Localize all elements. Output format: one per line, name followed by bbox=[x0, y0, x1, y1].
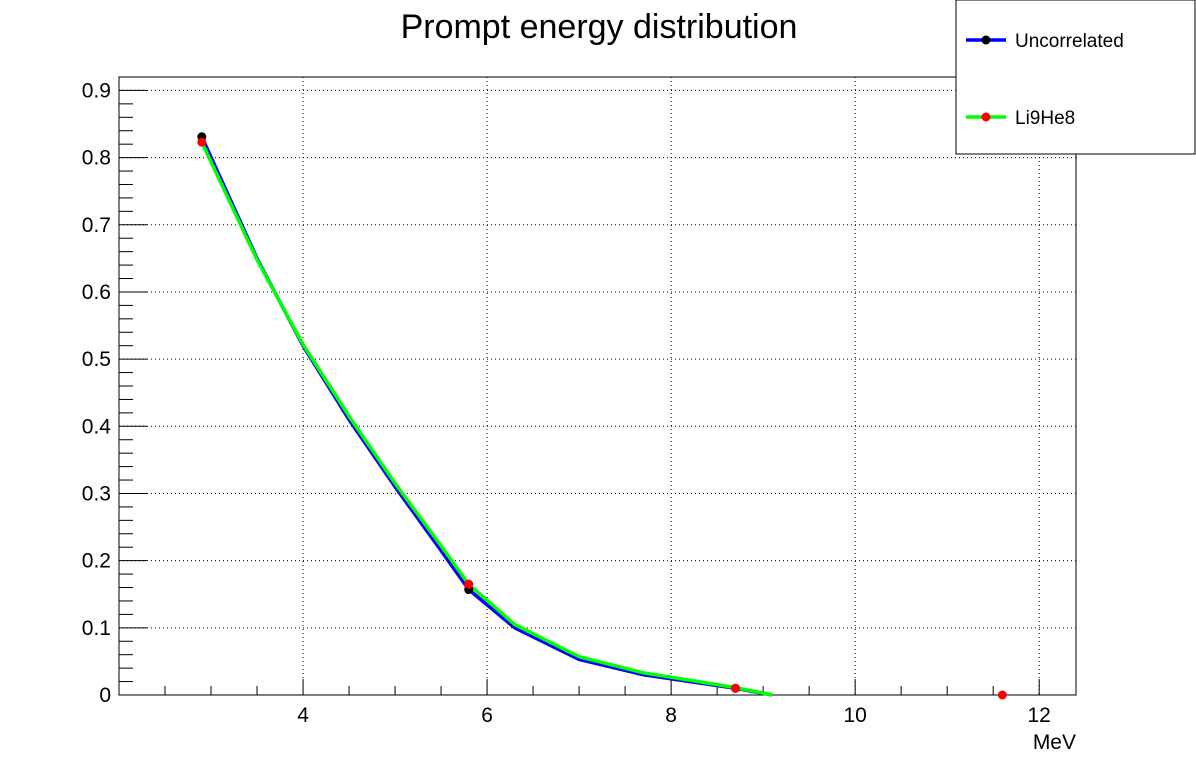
x-tick-label: 10 bbox=[843, 704, 866, 727]
legend-box bbox=[955, 0, 1196, 155]
y-tick-label: 0.4 bbox=[82, 415, 112, 438]
x-tick-label: 8 bbox=[665, 704, 677, 727]
series-layer bbox=[197, 132, 1007, 700]
legend-marker-li9he8 bbox=[981, 112, 991, 122]
x-tick-label: 6 bbox=[481, 704, 493, 727]
grid-layer bbox=[119, 77, 1076, 695]
data-point-li9he8 bbox=[997, 690, 1007, 700]
series-line-uncorrelated bbox=[200, 136, 773, 697]
data-point-li9he8 bbox=[731, 683, 741, 693]
y-tick-label: 0.5 bbox=[82, 348, 111, 371]
data-point-li9he8 bbox=[464, 579, 474, 589]
y-tick-label: 0.9 bbox=[82, 79, 111, 102]
plot-frame bbox=[118, 76, 1077, 696]
x-tick-label: 4 bbox=[297, 704, 309, 727]
y-tick-label: 0.3 bbox=[82, 482, 111, 505]
legend-label-uncorrelated: Uncorrelated bbox=[1015, 31, 1124, 52]
tick-layer: 4 6 8 10 12 0 0.1 0.2 0.3 0.4 0.5 0.6 0.7 0.8 0.9 bbox=[82, 76, 1051, 727]
x-tick-label: 12 bbox=[1028, 704, 1051, 727]
y-tick-label: 0.6 bbox=[82, 281, 111, 304]
legend: Uncorrelated Li9He8 bbox=[955, 0, 1196, 155]
y-tick-label: 0.2 bbox=[82, 550, 111, 573]
y-tick-label: 0.8 bbox=[82, 147, 111, 170]
chart-title: Prompt energy distribution bbox=[401, 8, 798, 46]
y-tick-label: 0.7 bbox=[82, 214, 111, 237]
y-tick-label: 0 bbox=[99, 684, 111, 707]
x-axis-label: MeV bbox=[1033, 731, 1076, 754]
legend-label-li9he8: Li9He8 bbox=[1015, 108, 1075, 129]
data-point-li9he8 bbox=[197, 137, 207, 147]
legend-marker-uncorrelated bbox=[981, 35, 991, 45]
y-tick-label: 0.1 bbox=[82, 617, 111, 640]
